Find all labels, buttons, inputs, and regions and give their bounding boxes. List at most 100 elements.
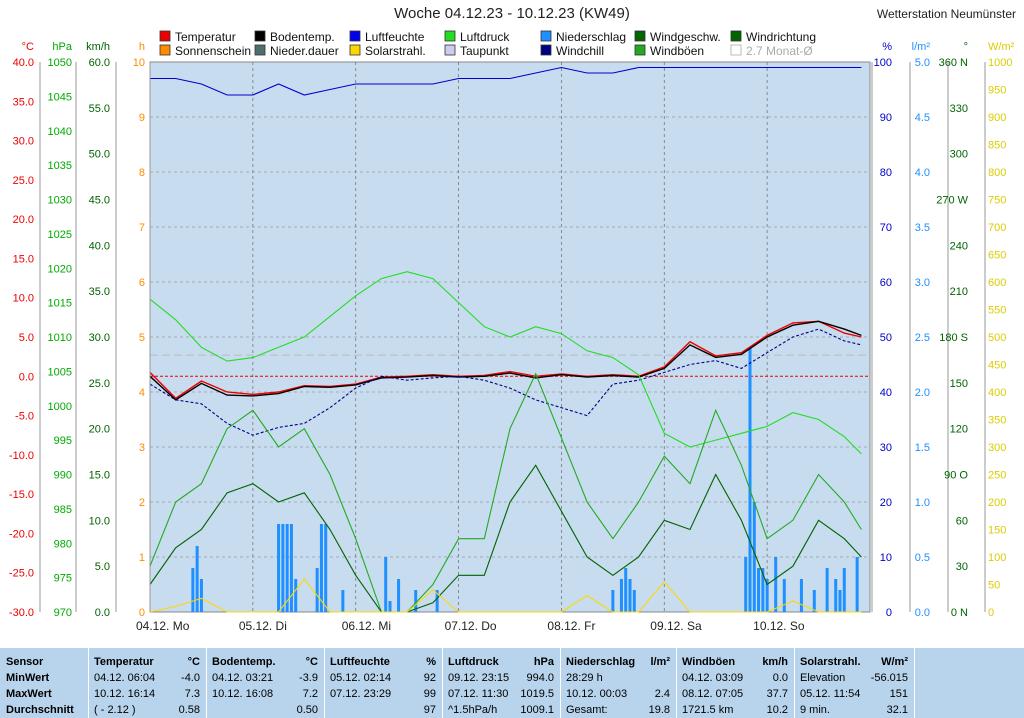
stats-cell-label: Elevation <box>800 672 846 684</box>
y-tick-solar: 850 <box>988 140 1006 152</box>
y-tick-solar: 500 <box>988 332 1006 344</box>
y-tick-temp: 30.0 <box>13 136 34 148</box>
stats-cell-value: 0.50 <box>296 704 318 716</box>
legend-swatch <box>349 44 361 56</box>
y-tick-wind: 0.0 <box>95 607 110 619</box>
legend-swatch <box>540 44 552 56</box>
y-tick-press: 1025 <box>48 229 72 241</box>
legend-label: Luftdruck <box>460 30 510 44</box>
y-tick-sun: 1 <box>139 552 145 564</box>
precip-bar <box>842 568 846 612</box>
weather-chart: 04.12. Mo 05.12. Di 06.12. Mi 07.12. Do 08.1… <box>9 30 1015 633</box>
x-tick-label: 04.12. Mo <box>136 619 190 633</box>
x-tick-label: 06.12. Mi <box>342 619 391 633</box>
stats-cell-label: 05.12. 11:54 <box>800 688 861 700</box>
y-tick-rain: 0.5 <box>915 552 930 564</box>
stats-row-label: Sensor <box>6 656 44 668</box>
y-tick-wind: 45.0 <box>89 195 110 207</box>
stats-cell-value: 92 <box>423 672 436 684</box>
precip-bar <box>191 568 195 612</box>
stats-cell: 05.12. 11:54 151 <box>800 686 908 702</box>
y-tick-rain: 4.5 <box>915 112 930 124</box>
legend-label: Bodentemp. <box>270 30 335 44</box>
y-tick-temp: 0.0 <box>19 371 34 383</box>
y-tick-rain: 4.0 <box>915 167 930 179</box>
y-tick-dir: 210 <box>950 286 968 298</box>
y-tick-sun: 7 <box>139 222 145 234</box>
precip-bar <box>632 590 636 612</box>
stats-cell-label: 08.12. 07:05 <box>682 688 744 700</box>
series-line-bodentemp <box>149 320 862 401</box>
stats-cell-label: ( - 2.12 ) <box>94 704 136 716</box>
stats-cell-value: 99 <box>423 688 436 700</box>
y-tick-hum: 40 <box>880 387 892 399</box>
precip-bar <box>277 524 281 612</box>
precip-bar <box>285 524 289 612</box>
stats-cell-value: 994.0 <box>526 672 554 684</box>
stats-cell-value: 37.7 <box>766 688 788 700</box>
legend-label: Temperatur <box>175 30 236 44</box>
stats-cell-value: 97 <box>423 704 436 716</box>
stats-cell: 04.12. 06:04 -4.0 <box>94 670 200 686</box>
y-tick-dir: 330 <box>950 103 968 115</box>
legend-label: Taupunkt <box>460 44 509 58</box>
y-tick-press: 1040 <box>48 126 72 138</box>
y-tick-hum: 30 <box>880 442 892 454</box>
precip-bar <box>748 348 752 612</box>
y-tick-temp: -15.0 <box>9 489 34 501</box>
y-tick-wind: 60.0 <box>89 57 110 69</box>
y-tick-wind: 15.0 <box>89 470 110 482</box>
y-tick-solar: 550 <box>988 305 1006 317</box>
y-tick-rain: 1.5 <box>915 442 930 454</box>
axis-unit-press: hPa <box>52 41 72 53</box>
chart-title: Woche 04.12.23 - 10.12.23 (KW49) <box>394 5 630 22</box>
stats-column-header: Bodentemp. °C <box>212 654 318 670</box>
y-tick-hum: 10 <box>880 552 892 564</box>
stats-cell: 09.12. 23:15 994.0 <box>448 670 554 686</box>
stats-cell-label: 04.12. 06:04 <box>94 672 156 684</box>
y-tick-press: 1030 <box>48 195 72 207</box>
stats-cell-value: 151 <box>889 688 908 700</box>
y-tick-temp: -20.0 <box>9 528 34 540</box>
stats-cell-label: Luftfeuchte <box>330 656 390 668</box>
stats-cell-label: 9 min. <box>800 704 830 716</box>
precip-bar <box>838 590 842 612</box>
stats-cell-value: l/m² <box>650 656 670 668</box>
precip-bar <box>341 590 345 612</box>
y-tick-sun: 8 <box>139 167 145 179</box>
y-tick-wind: 55.0 <box>89 103 110 115</box>
y-tick-rain: 0.0 <box>915 607 930 619</box>
legend-label: Sonnenschein <box>175 44 251 58</box>
legend-label: Solarstrahl. <box>365 44 426 58</box>
legend-swatch <box>444 44 456 56</box>
legend-swatch <box>444 30 456 42</box>
stats-cell-label: 04.12. 03:09 <box>682 672 744 684</box>
stats-cell: 07.12. 23:29 99 <box>330 686 436 702</box>
precip-bar <box>388 601 392 612</box>
y-tick-temp: -25.0 <box>9 568 34 580</box>
y-tick-temp: 35.0 <box>13 96 34 108</box>
y-tick-temp: -10.0 <box>9 450 34 462</box>
stats-cell-value: 32.1 <box>886 704 908 716</box>
legend-label: 2.7 Monat-Ø <box>746 44 813 58</box>
legend-swatch <box>349 30 361 42</box>
y-tick-solar: 750 <box>988 195 1006 207</box>
stats-cell-label: Gesamt: <box>566 704 608 716</box>
y-tick-temp: 15.0 <box>13 253 34 265</box>
precip-bar <box>812 590 816 612</box>
axis-unit-temp: °C <box>22 41 34 53</box>
chart-frame: Woche 04.12.23 - 10.12.23 (KW49) Wetters… <box>8 5 1016 633</box>
y-tick-solar: 650 <box>988 250 1006 262</box>
y-tick-hum: 50 <box>880 332 892 344</box>
y-tick-temp: 40.0 <box>13 57 34 69</box>
stats-cell-label: 09.12. 23:15 <box>448 672 510 684</box>
y-tick-press: 1010 <box>48 332 72 344</box>
stats-cell: Gesamt: 19.8 <box>566 702 670 718</box>
y-tick-dir: 300 <box>950 149 968 161</box>
stats-cell-value: °C <box>305 656 318 668</box>
precip-bar <box>752 502 756 612</box>
y-tick-hum: 0 <box>886 607 892 619</box>
series-line-luftfeuchte <box>150 66 862 96</box>
stats-column: Niederschlag l/m² 28:29 h 10.12. 00:03 2.4 Ge… <box>560 648 677 718</box>
y-tick-dir: 240 <box>950 240 968 252</box>
